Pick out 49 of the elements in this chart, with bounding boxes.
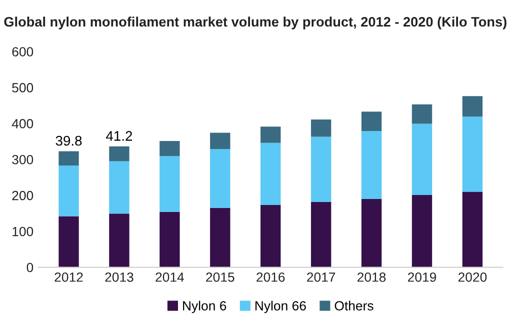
x-tick-label: 2017 [307,272,336,282]
x-tick-label: 2012 [54,272,83,282]
bar [310,202,332,268]
bar [462,116,483,192]
x-tick-label: 2016 [256,272,285,282]
y-tick-label: 400 [12,119,34,128]
data-label: 39.8 [56,136,82,146]
x-tick-label: 2019 [408,272,436,282]
bar [260,126,281,143]
bar [109,161,130,214]
data-label: 41.2 [106,131,132,141]
bar [160,212,180,268]
y-tick-label: 600 [12,47,34,56]
bar [160,156,180,212]
bar [160,141,180,156]
legend-label: Nylon 6 [183,300,226,314]
bar [412,104,432,124]
y-tick-label: 0 [26,262,34,272]
bar [412,194,432,268]
bar [310,119,332,137]
chart-title: Global nylon monofilament market volume by product, 2012 - 2020 (Kilo Tons) [4,16,506,30]
legend-label: Nylon 66 [255,300,306,314]
bar [260,205,281,268]
bar [58,166,79,216]
x-tick-label: 2014 [156,272,184,282]
x-tick-label: 2020 [458,272,487,282]
bar [412,124,432,195]
bar [361,198,382,268]
bar [210,148,230,208]
bar [462,192,483,268]
x-tick-label: 2015 [206,272,234,282]
bar [260,142,281,206]
x-tick-label: 2013 [105,272,134,282]
bar [361,130,382,199]
bar [361,112,382,131]
bar [58,151,79,166]
y-tick-label: 100 [12,226,34,236]
x-tick-label: 2018 [358,272,386,282]
y-tick-label: 300 [12,154,34,164]
bar [462,96,483,117]
bar [109,214,130,268]
bar [210,132,230,149]
bar [310,136,332,202]
bar [210,208,230,268]
bar [58,216,79,268]
bar [109,146,130,162]
y-tick-label: 200 [12,190,34,200]
legend-label: Others [334,300,374,310]
y-tick-label: 500 [12,83,34,92]
